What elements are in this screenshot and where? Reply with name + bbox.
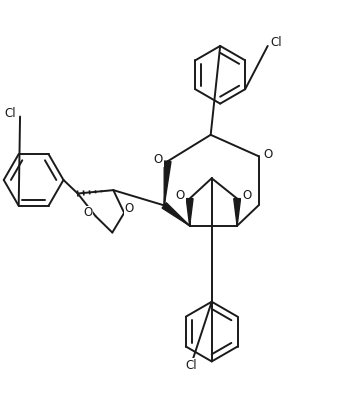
Text: O: O [176, 189, 185, 202]
Polygon shape [186, 199, 193, 226]
Polygon shape [162, 203, 190, 226]
Text: O: O [83, 206, 93, 219]
Text: O: O [263, 148, 273, 161]
Text: O: O [242, 189, 251, 202]
Polygon shape [164, 161, 171, 205]
Text: Cl: Cl [270, 36, 282, 49]
Text: O: O [124, 202, 134, 215]
Text: Cl: Cl [4, 107, 16, 120]
Polygon shape [234, 199, 240, 226]
Text: Cl: Cl [186, 359, 197, 372]
Text: O: O [154, 153, 163, 166]
